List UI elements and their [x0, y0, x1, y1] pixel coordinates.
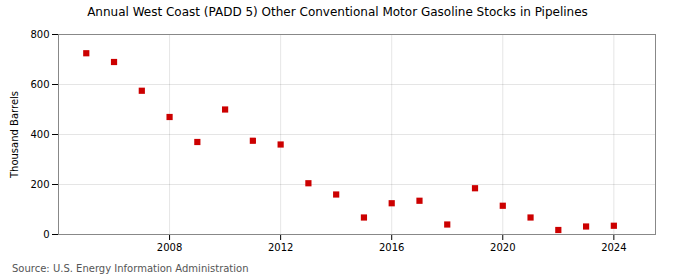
svg-text:2012: 2012: [268, 242, 293, 253]
svg-text:400: 400: [30, 129, 49, 140]
svg-text:2008: 2008: [157, 242, 182, 253]
svg-text:600: 600: [30, 79, 49, 90]
svg-text:800: 800: [30, 29, 49, 40]
svg-text:200: 200: [30, 179, 49, 190]
svg-text:0: 0: [43, 229, 49, 240]
svg-text:2016: 2016: [379, 242, 404, 253]
html-text:Source: U.S. Energy Informatio: Source: U.S. Energy Information Administ…: [12, 263, 249, 274]
svg-text:2020: 2020: [490, 242, 515, 253]
svg-text:Thousand Barrels: Thousand Barrels: [9, 91, 20, 179]
html-text:Annual West Coast (PADD 5) Oth: Annual West Coast (PADD 5) Other Convent…: [87, 5, 588, 19]
svg-text:2024: 2024: [601, 242, 626, 253]
